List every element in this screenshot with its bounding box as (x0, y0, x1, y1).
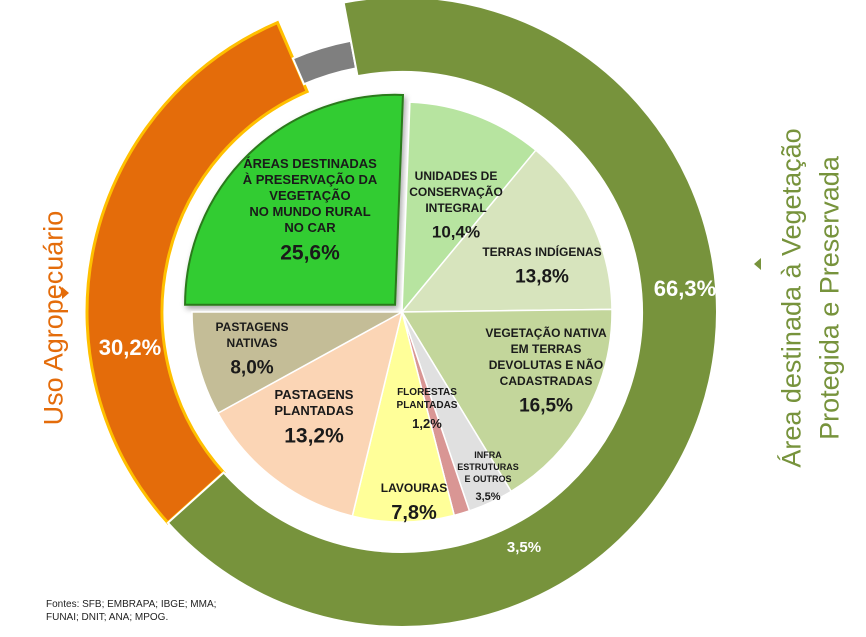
pie-slice-car (184, 93, 405, 306)
inner-pie (184, 93, 613, 523)
slice-label-line: PLANTADAS (274, 403, 354, 418)
slice-label-line: À PRESERVAÇÃO DA (243, 172, 378, 187)
ring-segment-2 (166, 0, 718, 628)
slice-label-line: VEGETAÇÃO NATIVA (485, 325, 607, 340)
slice-label-line: EM TERRAS (511, 342, 582, 356)
slice-label-line: NO CAR (284, 220, 336, 235)
slice-label-line: PASTAGENS (216, 320, 289, 334)
slice-label-line: INTEGRAL (425, 201, 486, 215)
ring-value-label-1: 3,5% (507, 539, 541, 556)
pie-slice-vn (400, 308, 613, 493)
slice-label-line: UNIDADES DE (415, 169, 498, 183)
left-axis-label: Uso Agropecuário (38, 210, 69, 426)
slice-label-fp: FLORESTAS PLANTADAS 1,2% (397, 387, 458, 431)
slice-value-ti: 13,8% (515, 266, 569, 287)
pie-slice-ti (400, 149, 613, 313)
slice-label-line: TERRAS INDÍGENAS (482, 244, 601, 259)
slice-label-lav: LAVOURAS 7,8% (381, 481, 447, 524)
right-label-line1: Área destinada à Vegetação (776, 128, 807, 468)
ring-value-label-0: 30,2% (99, 335, 161, 360)
slice-value-infra: 3,5% (475, 491, 500, 503)
slice-label-line: PASTAGENS (275, 387, 354, 402)
slice-label-line: NATIVAS (227, 336, 278, 350)
slice-label-infra: INFRA ESTRUTURAS E OUTROS 3,5% (457, 450, 519, 503)
sources-line2: FUNAI; DNIT; ANA; MPOG. (46, 612, 169, 623)
slice-label-line: FLORESTAS (397, 387, 457, 398)
ring-labels: 30,2% 3,5% 66,3% (99, 276, 716, 556)
ring-segment-1 (291, 39, 358, 86)
slice-value-vn: 16,5% (519, 395, 573, 416)
slice-label-line: CADASTRADAS (500, 374, 593, 388)
outer-ring (85, 0, 718, 628)
slice-value-fp: 1,2% (412, 416, 442, 431)
sources-note: Fontes: SFB; EMBRAPA; IBGE; MMA; FUNAI; … (46, 598, 216, 624)
slice-value-car: 25,6% (280, 242, 340, 265)
slice-label-line: PLANTADAS (397, 400, 458, 411)
slice-value-uc: 10,4% (432, 222, 480, 241)
slice-label-line: LAVOURAS (381, 481, 447, 495)
slice-label-pn: PASTAGENS NATIVAS 8,0% (216, 320, 289, 378)
pie-slice-lav (351, 311, 456, 523)
slice-label-line: CONSERVAÇÃO (409, 184, 503, 199)
slice-label-ti: TERRAS INDÍGENAS 13,8% (482, 244, 601, 287)
right-arrow-icon (754, 258, 761, 270)
slice-label-line: E OUTROS (464, 474, 511, 484)
sources-line1: Fontes: SFB; EMBRAPA; IBGE; MMA; (46, 599, 217, 610)
ring-value-label-2: 66,3% (654, 276, 716, 301)
left-arrow-icon (62, 287, 69, 299)
slice-label-line: DEVOLUTAS E NÃO (489, 357, 603, 372)
pie-slice-pp (216, 310, 404, 517)
slice-label-line: VEGETAÇÃO (269, 188, 350, 203)
slice-label-line: ESTRUTURAS (457, 462, 519, 472)
slice-value-lav: 7,8% (391, 502, 437, 524)
slice-label-line: INFRA (474, 450, 502, 460)
slice-value-pp: 13,2% (284, 425, 344, 448)
right-label-line2: Protegida e Preservada (814, 156, 845, 440)
slice-value-pn: 8,0% (230, 357, 273, 378)
pie-slice-pn (191, 311, 403, 415)
slice-label-line: NO MUNDO RURAL (249, 204, 370, 219)
ring-segment-0 (85, 20, 310, 525)
pie-slice-uc (401, 101, 537, 315)
slice-label-line: ÁREAS DESTINADAS (243, 156, 377, 171)
